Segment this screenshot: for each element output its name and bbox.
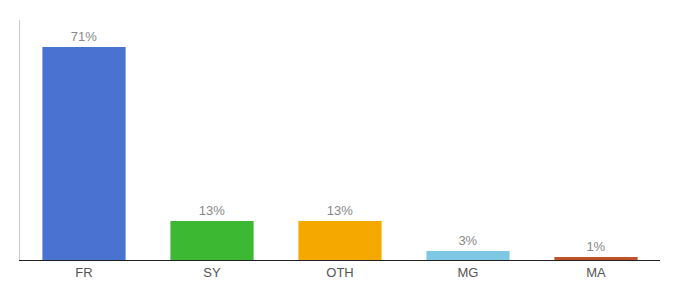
svg-text:3%: 3% bbox=[458, 233, 477, 248]
svg-text:MG: MG bbox=[458, 265, 479, 280]
svg-text:OTH: OTH bbox=[326, 265, 353, 280]
svg-text:FR: FR bbox=[75, 265, 92, 280]
svg-text:13%: 13% bbox=[199, 203, 225, 218]
svg-text:SY: SY bbox=[203, 265, 221, 280]
svg-text:71%: 71% bbox=[71, 29, 97, 44]
svg-text:1%: 1% bbox=[586, 239, 605, 254]
svg-text:13%: 13% bbox=[327, 203, 353, 218]
svg-text:MA: MA bbox=[586, 265, 606, 280]
